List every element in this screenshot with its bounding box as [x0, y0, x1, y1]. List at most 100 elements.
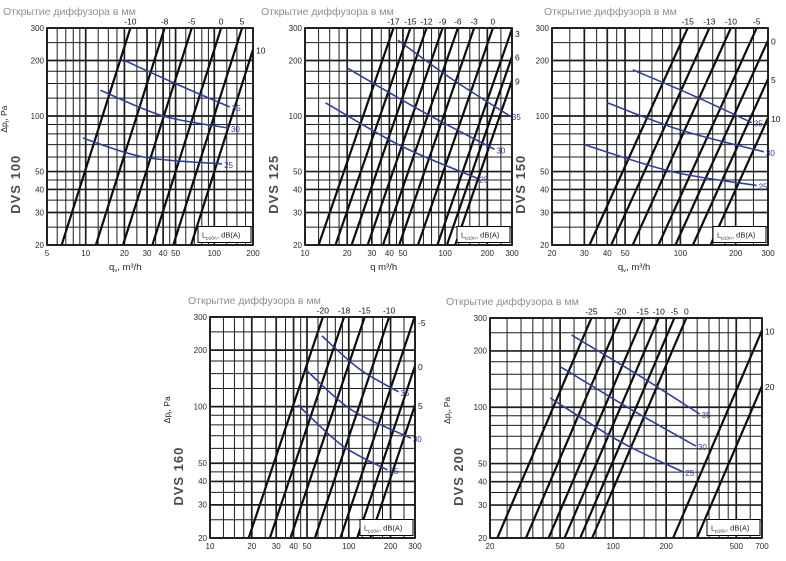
noise-curve-label: 30: [698, 443, 707, 452]
noise-curve: [100, 89, 230, 129]
opening-line: [672, 329, 762, 538]
x-tick-label: 40: [385, 249, 394, 258]
opening-label-top: -10: [124, 17, 137, 27]
x-tick-label: 30: [272, 542, 281, 551]
noise-curves: [82, 59, 231, 165]
plot-border: [304, 27, 513, 246]
y-tick-label: 40: [198, 477, 207, 486]
opening-label-right: 0: [418, 362, 423, 372]
opening-label-top: -25: [585, 307, 598, 317]
opening-label-top: -15: [637, 307, 650, 317]
opening-lines: [588, 28, 768, 245]
opening-line: [121, 28, 193, 245]
y-axis-title: Δpt, Pa: [162, 396, 174, 423]
y-tick-label: 100: [536, 112, 550, 121]
noise-curve: [559, 365, 697, 447]
opening-line: [350, 28, 428, 245]
y-tick-label: 30: [35, 208, 44, 217]
x-tick-label: 10: [301, 249, 310, 258]
opening-line: [151, 28, 223, 245]
opening-line: [381, 28, 459, 245]
chart-title: Открытие диффузора в мм: [261, 6, 394, 18]
y-tick-label: 20: [540, 241, 549, 250]
opening-label-right: -5: [418, 318, 426, 328]
noise-curve: [306, 370, 412, 439]
opening-label-top: -10: [653, 307, 666, 317]
chart-title: Открытие диффузора в мм: [3, 6, 136, 18]
opening-label-top: -8: [161, 17, 169, 27]
y-axis-title: Δpt, Pa: [0, 105, 11, 132]
noise-curve-label: 25: [224, 161, 233, 170]
opening-label-right: 9: [515, 77, 520, 87]
noise-curve-label: 35: [512, 113, 521, 122]
opening-line: [454, 80, 512, 245]
noise-curve: [82, 137, 223, 165]
chart-dvs-200: -25 -20 -15 -10 -5 0 10 20 35 30 25 Lp10A, dB(A) Отк…: [440, 295, 786, 561]
x-tick-label: 50: [621, 249, 630, 258]
plot-border: [489, 317, 763, 539]
x-tick-label: 100: [208, 249, 222, 258]
opening-label-top: -15: [359, 306, 372, 316]
noise-curve: [297, 404, 388, 471]
x-tick-label: 200: [659, 542, 673, 551]
opening-line: [445, 56, 512, 245]
noise-curve: [397, 39, 511, 117]
x-tick-label: 700: [755, 542, 769, 551]
opening-lines: [317, 28, 512, 245]
opening-line: [674, 39, 768, 245]
opening-label-top: 0: [684, 307, 689, 317]
y-tick-label: 50: [293, 167, 302, 176]
y-tick-label: 20: [198, 534, 207, 543]
y-tick-label: 30: [478, 501, 487, 510]
dvs-160-svg: -20 -18 -15 -10 -5 0 5 35 30 25 Lp10A, dB(A) Открыт…: [162, 295, 426, 551]
noise-curves: [325, 39, 511, 180]
opening-label-top: -20: [614, 307, 627, 317]
model-label: DVS 125: [266, 155, 281, 214]
y-tick-label: 40: [35, 185, 44, 194]
opening-line: [60, 28, 132, 245]
y-tick-label: 200: [31, 56, 45, 65]
chart-dvs-150: -15 -13 -10 -5 0 5 10 35 30 25 Lp10A, dB(A) Открыти…: [513, 0, 786, 292]
legend: Lp10A, dB(A): [359, 519, 414, 536]
opening-label-top: -18: [338, 306, 351, 316]
opening-line: [190, 49, 253, 245]
plot-border: [46, 27, 254, 246]
legend-box: [359, 519, 414, 536]
noise-curve-label: 30: [496, 146, 505, 155]
model-label: DVS 200: [451, 447, 466, 506]
legend-box: [456, 226, 511, 243]
y-tick-label: 100: [194, 402, 208, 411]
x-tick-label: 10: [206, 542, 215, 551]
chart-dvs-160: -20 -18 -15 -10 -5 0 5 35 30 25 Lp10A, dB(A) Открыт…: [150, 295, 446, 561]
opening-line: [588, 28, 689, 245]
x-tick-label: 40: [159, 249, 168, 258]
y-tick-label: 40: [540, 185, 549, 194]
x-tick-label: 5: [45, 249, 50, 258]
legend-text: Lp10A, dB(A): [717, 231, 756, 241]
opening-label-top: -15: [404, 17, 417, 27]
x-tick-label: 30: [367, 249, 376, 258]
y-tick-label: 300: [289, 24, 303, 33]
legend-box: [706, 519, 761, 536]
y-tick-label: 100: [289, 112, 303, 121]
noise-curves: [584, 69, 765, 187]
y-tick-label: 50: [540, 167, 549, 176]
x-tick-label: 40: [289, 542, 298, 551]
legend: Lp10A, dB(A): [456, 226, 511, 243]
opening-lines: [247, 317, 415, 538]
opening-lines: [60, 28, 253, 245]
opening-line: [709, 117, 768, 245]
chart-title: Открытие диффузора в мм: [544, 6, 677, 18]
x-tick-label: 50: [171, 249, 180, 258]
dvs-125-svg: -17 -15 -12 -9 -6 -3 0 3 6 9 35 30 25 Lp10A, dB(A) Отк…: [261, 6, 521, 273]
opening-label-top: 5: [240, 17, 245, 27]
y-tick-label: 30: [293, 208, 302, 217]
x-tick-label: 200: [384, 542, 398, 551]
noise-curve: [632, 69, 753, 124]
opening-label-right: 10: [765, 326, 775, 336]
opening-label-top: -3: [470, 17, 478, 27]
opening-line: [657, 28, 758, 245]
opening-line: [356, 365, 415, 538]
x-tick-label: 20: [120, 249, 129, 258]
